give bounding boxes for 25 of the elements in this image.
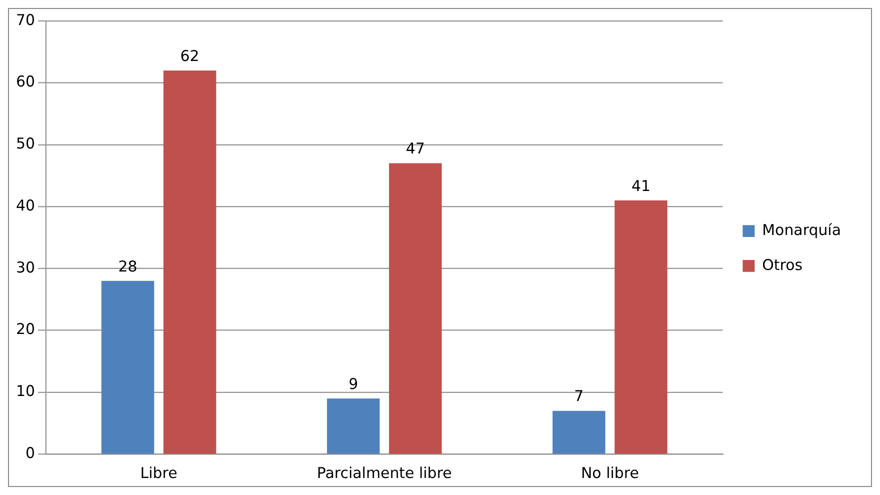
legend-label: Monarquía [762, 220, 841, 239]
y-tick-label: 0 [26, 444, 36, 462]
legend-label: Otros [762, 256, 803, 274]
bar [614, 200, 668, 454]
x-tick-label: No libre [580, 464, 639, 482]
y-tick-label: 10 [16, 382, 36, 400]
data-label: 9 [348, 374, 358, 393]
x-tick-label: Parcialmente libre [316, 464, 452, 482]
data-label: 7 [574, 387, 584, 406]
bar [389, 163, 442, 454]
data-label: 28 [118, 257, 138, 276]
y-tick-label: 30 [16, 258, 36, 276]
data-label: 62 [180, 46, 200, 65]
y-tick-label: 70 [16, 10, 36, 29]
y-tick-label: 50 [16, 134, 36, 153]
bar [552, 410, 606, 454]
bar [101, 280, 154, 454]
bar [163, 70, 216, 454]
x-tick-label: Libre [140, 464, 178, 482]
y-tick-label: 60 [16, 72, 36, 91]
data-label: 47 [406, 140, 425, 158]
y-tick-label: 20 [16, 320, 36, 338]
data-label: 41 [631, 176, 650, 195]
y-tick-label: 40 [16, 196, 36, 214]
bar [326, 398, 380, 454]
